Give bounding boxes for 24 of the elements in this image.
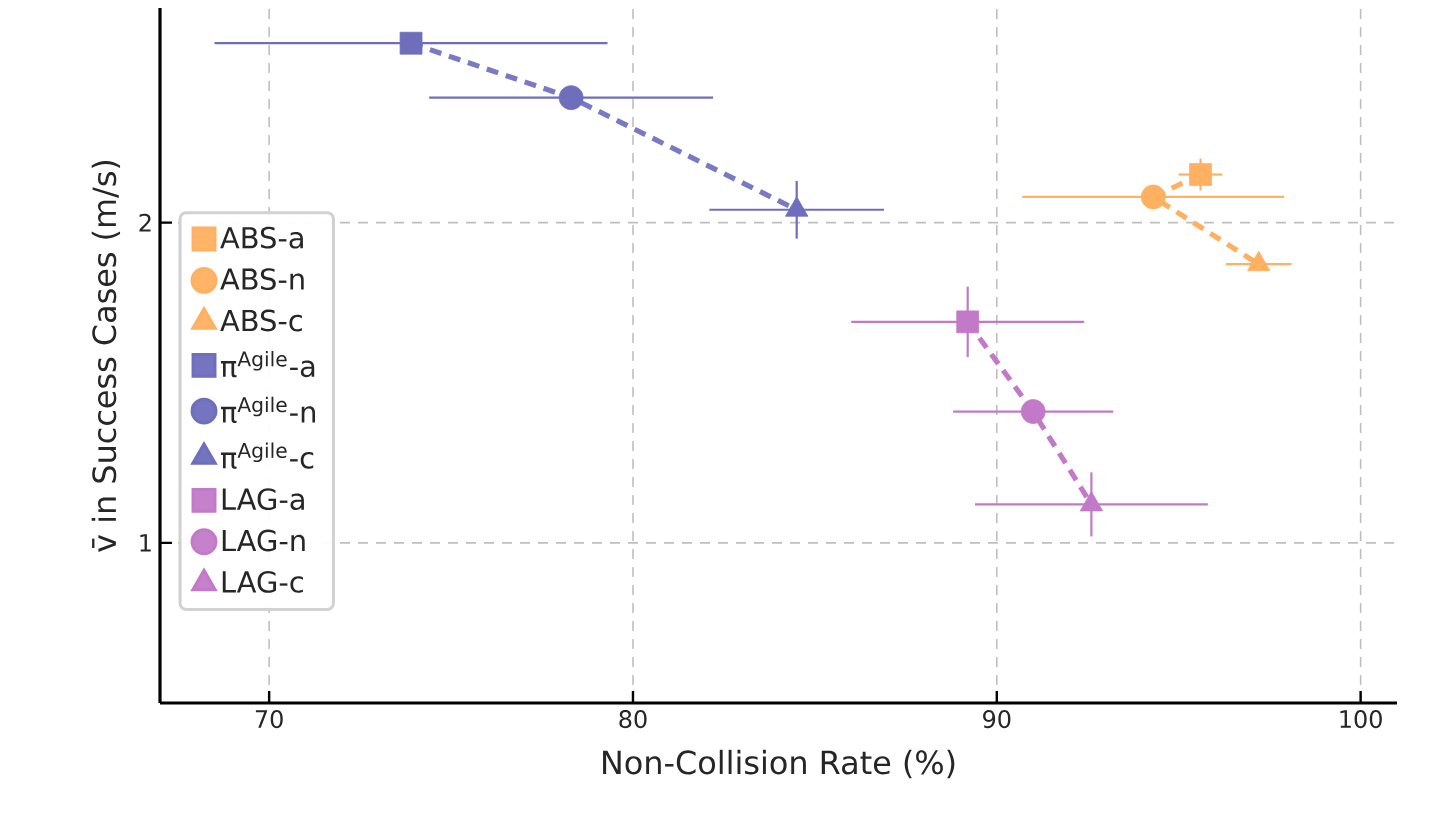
- legend-label: π$^{Agile}$-c: [220, 442, 314, 469]
- y-tick-label: 2: [139, 213, 151, 232]
- point: [1140, 184, 1166, 210]
- point: [956, 310, 980, 334]
- x-tick-label: 90: [983, 710, 1011, 729]
- point: [558, 85, 584, 111]
- legend-label: ABS-n: [220, 268, 304, 291]
- legend-label: ABS-a: [220, 226, 303, 249]
- point: [399, 31, 423, 55]
- legend-label: LAG-n: [222, 529, 305, 552]
- point: [1189, 163, 1212, 186]
- y-axis-title: v̄ in Success Cases (m/s): [91, 160, 121, 552]
- legend-label: π$^{Agile}$-n: [220, 396, 315, 424]
- legend-label: ABS-c: [220, 309, 302, 332]
- legend-label: LAG-c: [222, 570, 303, 593]
- x-tick-label: 100: [1340, 710, 1382, 729]
- point: [1079, 491, 1104, 512]
- y-tick-label: 1: [140, 534, 151, 552]
- legend-label: π$^{Agile}$-a: [220, 350, 315, 378]
- point: [1020, 399, 1046, 424]
- legend-label: LAG-a: [222, 488, 304, 511]
- x-axis-title: Non-Collision Rate (%): [603, 749, 955, 779]
- x-tick-label: 80: [619, 710, 647, 729]
- x-tick-label: 70: [255, 710, 283, 729]
